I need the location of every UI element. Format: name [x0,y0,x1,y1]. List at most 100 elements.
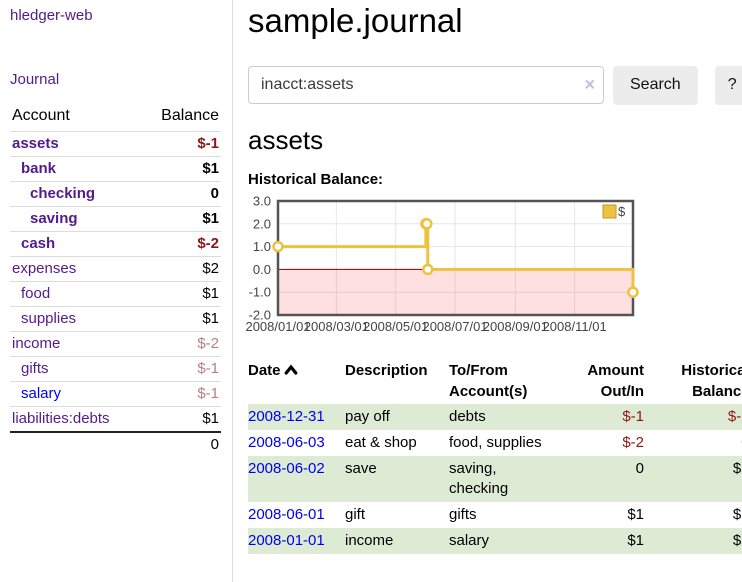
transaction-balance: $-1 [644,404,742,430]
account-balance: $-2 [140,231,221,257]
account-balance: $-1 [140,381,221,407]
transaction-amount: 0 [569,456,644,502]
account-link-income[interactable]: income [12,335,61,352]
main-content: sample.journal × Search ? assets Histori… [233,0,742,582]
account-row: assets $-1 [10,131,221,157]
date-header-label: Date [248,362,281,379]
sidebar-item-journal[interactable]: Journal [10,71,60,88]
svg-text:2008/11/01: 2008/11/01 [543,319,607,334]
transaction-date-link[interactable]: 2008-06-01 [248,506,325,523]
transaction-accounts: debts [449,404,569,430]
search-input[interactable] [248,66,604,104]
page-title: sample.journal [248,2,463,39]
search-form: × Search ? [248,65,742,105]
svg-text:-2.0: -2.0 [249,308,271,323]
account-balance: $-1 [140,131,221,157]
account-row: supplies $1 [10,306,221,332]
transaction-date-link[interactable]: 2008-06-03 [248,434,325,451]
account-link-saving[interactable]: saving [30,210,78,227]
register-table: Date Description To/From Account(s) Amou… [248,358,742,554]
transaction-description: pay off [345,404,449,430]
account-link-cash[interactable]: cash [21,235,56,252]
account-link-expenses[interactable]: expenses [12,260,77,277]
account-balance: $1 [140,306,221,332]
transaction-balance: $1 [644,528,742,554]
transaction-amount: $-1 [569,404,644,430]
account-balance: $-2 [140,331,221,357]
chart-legend-swatch [602,204,617,219]
account-balance: 0 [140,181,221,207]
account-row: salary $-1 [10,381,221,407]
account-link-supplies[interactable]: supplies [21,310,77,327]
account-balance: $1 [140,206,221,232]
account-row: checking 0 [10,181,221,207]
help-button[interactable]: ? [714,65,742,105]
register-row: 2008-06-01 gift gifts $1 $2 [248,502,742,528]
account-link-gifts[interactable]: gifts [21,360,49,377]
search-button[interactable]: Search [613,65,698,105]
clear-search-icon[interactable]: × [584,74,595,95]
transaction-description: gift [345,506,366,523]
register-header-balance: Historical Balance [681,362,742,400]
transaction-date-link[interactable]: 2008-12-31 [248,408,325,425]
transaction-description: eat & shop [345,434,417,451]
account-link-food[interactable]: food [21,285,51,302]
accounts-total-row: 0 [10,431,221,457]
account-link-liabilities-debts[interactable]: liabilities:debts [12,410,110,427]
accounts-table-body: assets $-1 bank $1 checking 0 saving $1 cash $-2 e… [10,131,221,432]
transaction-accounts: food, supplies [449,434,542,451]
transaction-accounts: gifts [449,506,477,523]
app-title-link[interactable]: hledger-web [10,7,93,24]
register-header-date[interactable]: Date [248,358,345,404]
account-row: expenses $2 [10,256,221,282]
transaction-accounts: saving, checking [449,456,569,502]
transaction-amount: $1 [627,506,644,523]
svg-text:2008/01/01: 2008/01/01 [245,319,310,334]
account-balance: $1 [140,281,221,307]
account-row: gifts $-1 [10,356,221,382]
account-row: food $1 [10,281,221,307]
svg-text:2008/05/01: 2008/05/01 [363,319,428,334]
svg-text:1.0: 1.0 [253,239,271,254]
account-heading: assets [248,125,324,155]
register-header-description: Description [345,362,428,379]
svg-text:2008/03/01: 2008/03/01 [304,319,369,334]
historical-balance-chart: 3.0 2.0 1.0 0.0 -1.0 -2.02008/01/012008/03/01… [245,194,639,334]
accounts-header-balance: Balance [161,107,219,124]
transaction-balance: $2 [732,506,742,523]
chart-legend-label: $ [618,204,626,219]
account-balance: $2 [140,256,221,282]
register-header-amount: Amount Out/In [587,362,644,400]
search-box: × [248,66,604,104]
svg-text:2008/07/01: 2008/07/01 [422,319,487,334]
accounts-header-account: Account [12,107,70,124]
transaction-date-link[interactable]: 2008-01-01 [248,532,325,549]
svg-text:3.0: 3.0 [253,194,271,209]
account-row: bank $1 [10,156,221,182]
transaction-date-link[interactable]: 2008-06-02 [248,460,325,477]
transaction-balance: $2 [644,456,742,502]
account-link-salary[interactable]: salary [21,385,62,402]
account-link-assets[interactable]: assets [12,135,59,152]
sort-ascending-icon [284,364,297,375]
account-balance: $1 [140,406,221,432]
svg-text:2008/09/01: 2008/09/01 [483,319,548,334]
account-link-checking[interactable]: checking [30,185,96,202]
svg-text:0.0: 0.0 [253,262,271,277]
account-row: income $-2 [10,331,221,357]
accounts-table: Account Balance assets $-1 bank $1 checking 0… [10,103,221,457]
account-link-bank[interactable]: bank [21,160,57,177]
transaction-accounts: salary [449,528,569,554]
transaction-balance: 0 [644,430,742,456]
register-row: 2008-06-03 eat & shop food, supplies $-20 [248,430,742,456]
account-row: cash $-2 [10,231,221,257]
register-header-tofrom: To/From Account(s) [449,362,528,400]
account-row: saving $1 [10,206,221,232]
svg-text:-1.0: -1.0 [249,285,271,300]
chart-title: Historical Balance: [248,171,384,188]
